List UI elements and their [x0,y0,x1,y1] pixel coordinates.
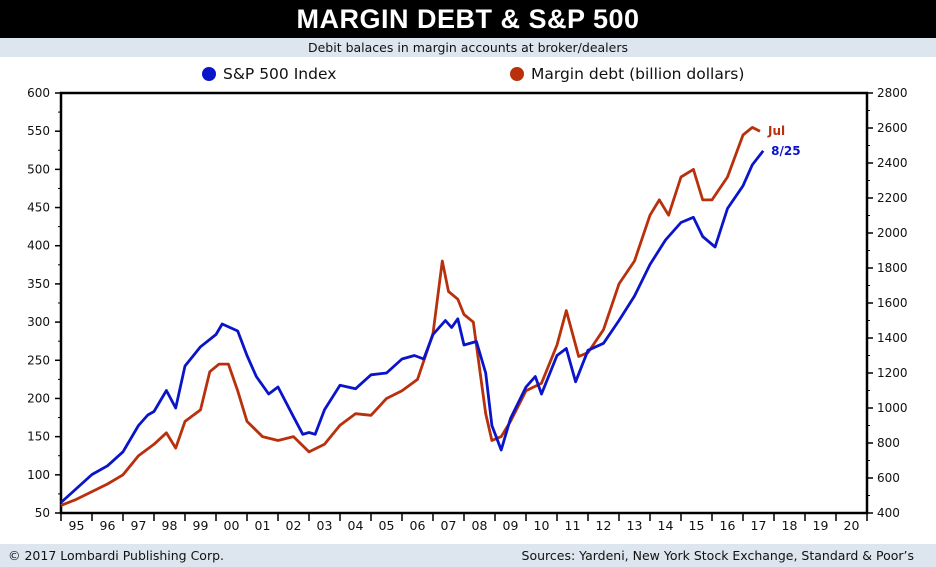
right-tick-label: 2800 [877,86,908,100]
x-tick-label: 05 [379,518,395,533]
left-tick-label: 600 [27,86,50,100]
right-tick-label: 1000 [877,401,908,415]
left-tick-label: 200 [27,391,50,405]
left-tick-label: 300 [27,315,50,329]
x-tick-label: 04 [348,518,364,533]
x-tick-label: 15 [689,518,705,533]
right-tick-label: 2600 [877,121,908,135]
right-tick-label: 600 [877,471,900,485]
left-tick-label: 250 [27,353,50,367]
footer: © 2017 Lombardi Publishing Corp. Sources… [0,544,936,567]
left-tick-label: 350 [27,277,50,291]
plot-area-frame [59,91,869,515]
chart: S&P 500 Index Margin debt (billion dolla… [27,65,908,533]
x-tick-label: 00 [224,518,240,533]
x-tick-label: 18 [782,518,798,533]
chart-subtitle: Debit balaces in margin accounts at brok… [0,38,936,57]
x-tick-label: 08 [472,518,488,533]
x-tick-label: 97 [131,518,147,533]
end-labels: 8/25 Jul [767,124,801,158]
x-tick-label: 12 [596,518,612,533]
left-tick-label: 400 [27,239,50,253]
x-tick-label: 03 [317,518,333,533]
x-axis: 95 96 97 98 99 00 01 02 03 04 05 06 07 08 09 10 11 12 13 14… [60,513,868,533]
sources-text: Sources: Yardeni, New York Stock Exchang… [521,548,914,563]
x-tick-label: 98 [162,518,178,533]
x-tick-label: 01 [255,518,271,533]
left-tick-label: 50 [35,506,50,520]
x-tick-label: 16 [720,518,736,533]
right-tick-label: 400 [877,506,900,520]
left-tick-label: 550 [27,124,50,138]
right-tick-label: 1400 [877,331,908,345]
left-tick-label: 150 [27,430,50,444]
x-tick-label: 95 [69,518,85,533]
right-tick-label: 1200 [877,366,908,380]
right-tick-label: 800 [877,436,900,450]
copyright-text: © 2017 Lombardi Publishing Corp. [8,548,225,563]
right-tick-label: 1600 [877,296,908,310]
x-tick-label: 17 [751,518,767,533]
right-tick-label: 2200 [877,191,908,205]
sp500-end-label: 8/25 [771,144,800,158]
legend-label-margin-debt: Margin debt (billion dollars) [531,65,744,83]
x-tick-label: 20 [844,518,860,533]
legend-marker-margin-debt [510,67,524,81]
chart-title: MARGIN DEBT & S&P 500 [0,0,936,38]
left-tick-label: 450 [27,201,50,215]
x-tick-label: 11 [565,518,581,533]
left-tick-label: 500 [27,162,50,176]
x-tick-label: 07 [441,518,457,533]
x-tick-label: 09 [503,518,519,533]
right-tick-label: 2400 [877,156,908,170]
series-layer [60,126,765,507]
x-tick-label: 19 [813,518,829,533]
x-tick-label: 96 [100,518,116,533]
margin-debt-line [60,126,761,507]
x-tick-label: 99 [193,518,209,533]
right-axis: 400 600 800 1000 1200 1400 1600 1800 2000 2200 240… [867,86,908,520]
right-tick-label: 1800 [877,261,908,275]
left-axis: 50 100 150 200 250 300 350 400 450 500 550 600 [27,86,61,520]
sp500-line [60,149,765,504]
margin-debt-end-label: Jul [767,124,785,138]
x-tick-label: 14 [658,518,674,533]
legend-label-sp500: S&P 500 Index [223,65,336,83]
legend: S&P 500 Index Margin debt (billion dolla… [202,65,744,83]
x-tick-label: 10 [534,518,550,533]
x-tick-label: 02 [286,518,302,533]
x-tick-label: 06 [410,518,426,533]
legend-marker-sp500 [202,67,216,81]
left-tick-label: 100 [27,468,50,482]
x-tick-label: 13 [627,518,643,533]
right-tick-label: 2000 [877,226,908,240]
